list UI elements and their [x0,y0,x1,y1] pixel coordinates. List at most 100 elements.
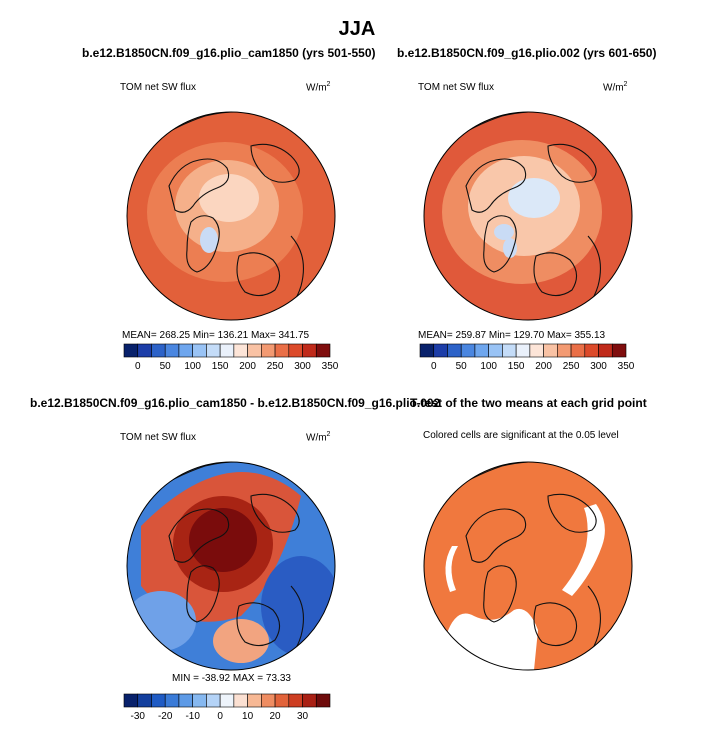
panel2-colorbar: 0 50 100 150 200 250 300 350 [419,343,635,372]
colorbar-cell [123,343,139,358]
colorbar-tick-label: 50 [160,361,172,372]
colorbar-cell [178,693,193,708]
colorbar-tick-label: -30 [131,711,146,722]
coastline [168,158,230,213]
colorbar-tick-label: 0 [135,361,141,372]
colorbar-cell [302,693,317,708]
colorbar-cell [123,693,139,708]
colorbar-cell [274,343,290,358]
colorbar-tick-label: 300 [294,361,311,372]
colorbar-cell [219,343,235,358]
colorbar-cell [288,693,303,708]
colorbar-cell [515,343,531,358]
colorbar-tick-label: 350 [618,361,635,372]
colorbar-cell [433,343,448,358]
coastline [250,143,300,183]
colorbar-cell [274,693,290,708]
coastline [186,215,220,273]
colorbar-cell [529,343,544,358]
coastline [236,252,281,297]
panel2-title: b.e12.B1850CN.f09_g16.plio.002 (yrs 601-… [397,46,657,60]
panel3-stats: MIN = -38.92 MAX = 73.33 [172,673,291,684]
colorbar-cell [584,343,599,358]
colorbar-cell [233,693,248,708]
greenland-low [200,227,218,253]
non-significant-west [445,546,458,592]
colorbar-cell [288,343,303,358]
colorbar-tick-label: 50 [456,361,468,372]
colorbar-tick-label: 250 [267,361,284,372]
colorbar-cell [247,693,262,708]
colorbar-cell [474,343,489,358]
colorbar-cell [151,343,166,358]
panel2-left-label: TOM net SW flux [418,82,494,93]
coastline [465,158,527,213]
coastline [250,493,300,533]
field-core [199,174,259,222]
colorbar-cell [570,343,586,358]
colorbar-cell [164,343,180,358]
colorbar-cell [557,343,572,358]
colorbar-cell [137,343,152,358]
coastline [186,565,220,623]
map-boundary [423,111,633,321]
greenland-low [494,224,514,240]
colorbar-tick-label: 150 [508,361,525,372]
coastline [236,602,281,647]
colorbar-cell [488,343,503,358]
panel1-title: b.e12.B1850CN.f09_g16.plio_cam1850 (yrs … [82,46,376,60]
coastline [483,565,517,623]
colorbar-tick-label: 100 [480,361,497,372]
coastline [168,508,230,563]
colorbar-cell [315,693,331,708]
colorbar-cell [419,343,435,358]
colorbar-cell [302,343,317,358]
panel3-colorbar: -30 -20 -10 0 10 20 30 [123,693,331,722]
colorbar-tick-label: 10 [242,711,254,722]
colorbar-cell [598,343,613,358]
panel2-stats: MEAN= 259.87 Min= 129.70 Max= 355.13 [418,330,606,341]
colorbar-cell [460,343,476,358]
colorbar-cell [247,343,262,358]
colorbar-cell [233,343,248,358]
panel2-polar-map [423,111,633,321]
field-max [189,508,257,572]
coastline [465,508,527,563]
coastline [547,143,597,183]
panel1-colorbar: 0 50 100 150 200 250 300 350 [123,343,339,372]
colorbar-tick-label: 200 [239,361,256,372]
colorbar-tick-label: 20 [270,711,282,722]
colorbar-cell [543,343,558,358]
field-negative-west [127,591,196,651]
colorbar-tick-label: 30 [297,711,309,722]
colorbar-cell [219,693,235,708]
colorbar-tick-label: 0 [217,711,223,722]
panel4-title: T-test of the two means at each grid poi… [410,396,647,410]
panel3-left-label: TOM net SW flux [120,432,196,443]
coastline [483,215,517,273]
colorbar-tick-label: -20 [158,711,173,722]
field-core [508,178,560,218]
colorbar-cell [164,693,180,708]
coastline [533,602,578,647]
colorbar-cell [611,343,627,358]
colorbar-cell [206,343,221,358]
panel3-units: W/m2 [306,431,331,444]
panel3-difference-map [126,461,336,671]
panel1-units: W/m2 [306,81,331,94]
colorbar-tick-label: 300 [590,361,607,372]
colorbar-cell [261,343,276,358]
colorbar-cell [192,343,207,358]
panel4-significance-map [423,461,633,671]
panel3-title: b.e12.B1850CN.f09_g16.plio_cam1850 - b.e… [30,396,441,410]
colorbar-tick-label: 200 [535,361,552,372]
panel1-left-label: TOM net SW flux [120,82,196,93]
panel1-polar-map [126,111,336,321]
panel1-stats: MEAN= 268.25 Min= 136.21 Max= 341.75 [122,330,310,341]
colorbar-cell [261,693,276,708]
colorbar-cell [447,343,462,358]
colorbar-cell [192,693,207,708]
panel2-units: W/m2 [603,81,628,94]
colorbar-cell [151,693,166,708]
map-boundary [126,461,336,671]
